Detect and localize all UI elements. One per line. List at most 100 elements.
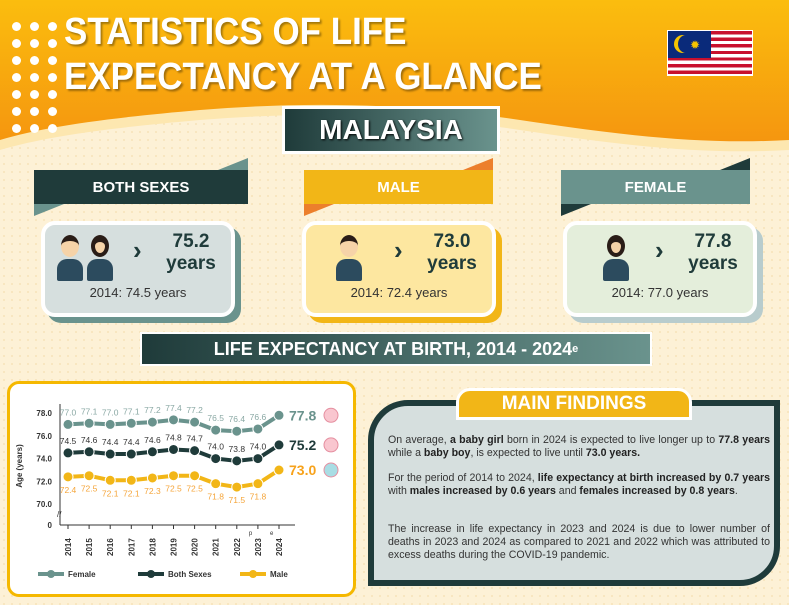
title-line-2: EXPECTANCY AT A GLANCE (64, 56, 542, 98)
finding-1: On average, a baby girl born in 2024 is … (388, 434, 770, 460)
chevron-right-icon: › (133, 235, 142, 265)
data-point (231, 455, 243, 467)
data-point (189, 416, 201, 428)
man-and-woman-icon (57, 235, 113, 281)
data-label: 76.5 (207, 413, 224, 423)
finding-text: . (734, 485, 738, 497)
finding-text: , is expected to live until (470, 447, 586, 459)
legend-label: Both Sexes (168, 570, 212, 579)
main-findings-panel: On average, a baby girl born in 2024 is … (368, 400, 780, 586)
y-tick-label: 76.0 (36, 432, 52, 441)
data-label: 77.4 (165, 403, 182, 413)
data-point (125, 474, 137, 486)
finding-text: 77.8 years (718, 434, 770, 446)
card-both-sexes: › 75.2 years 2014: 74.5 years (41, 221, 235, 317)
data-point (104, 418, 116, 430)
data-point (62, 447, 74, 459)
y-axis-label: Age (years) (15, 444, 24, 488)
data-point (273, 464, 285, 476)
country-label: MALAYSIA (282, 106, 500, 154)
finding-text: with (388, 485, 410, 497)
finding-text: life expectancy at birth increased by 0.… (537, 472, 770, 484)
data-point (125, 448, 137, 460)
data-point (62, 418, 74, 430)
ribbon-male: MALE (304, 158, 493, 216)
legend-label: Female (68, 570, 96, 579)
card-previous: 2014: 72.4 years (350, 285, 448, 300)
x-tick-label: 2015 (85, 538, 94, 556)
x-tick-label: 2017 (127, 538, 136, 556)
data-point (146, 446, 158, 458)
header-background (0, 0, 789, 152)
data-point (146, 472, 158, 484)
data-label: 74.4 (102, 437, 119, 447)
y-tick-label: 78.0 (36, 409, 52, 418)
data-label: 74.5 (60, 436, 77, 446)
data-label: 74.0 (250, 442, 267, 452)
data-point (273, 409, 285, 421)
data-label: 77.1 (81, 406, 98, 416)
data-point (252, 478, 264, 490)
data-label: 76.4 (229, 414, 246, 424)
data-label: 77.2 (144, 405, 161, 415)
data-point (83, 446, 95, 458)
finding-text: baby boy (423, 447, 471, 459)
finding-3: The increase in life expectancy in 2023 … (388, 523, 770, 562)
finding-text: and (555, 485, 580, 497)
x-tick-label: 2016 (106, 538, 115, 556)
chevron-right-icon: › (655, 235, 664, 265)
x-tick-mark: p (249, 531, 253, 537)
finding-text: For the period of 2014 to 2024, (388, 472, 538, 484)
data-label: 74.6 (144, 435, 161, 445)
data-point (104, 448, 116, 460)
data-label: 77.2 (186, 405, 203, 415)
data-point (62, 471, 74, 483)
baby-icon (323, 437, 339, 453)
woman-icon (603, 235, 629, 281)
data-label: 74.7 (186, 434, 203, 444)
page-title: STATISTICS OF LIFE EXPECTANCY AT A GLANCE (64, 10, 542, 100)
data-label: 71.8 (207, 492, 224, 502)
data-label: 77.0 (102, 407, 119, 417)
card-value: 73.0 years (427, 231, 477, 274)
finding-text: males increased by 0.6 years (409, 485, 556, 497)
card-previous: 2014: 74.5 years (89, 285, 187, 300)
data-point (104, 474, 116, 486)
data-label: 74.4 (123, 437, 140, 447)
data-point (273, 439, 285, 451)
data-label: 72.1 (123, 488, 140, 498)
data-point (83, 417, 95, 429)
legend-marker (249, 570, 257, 578)
data-label: 72.3 (144, 486, 161, 496)
finding-text: On average, (388, 434, 450, 446)
line-chart: // 78.0 76.0 74.0 72.0 70.0 0 Age (years) 2014 20… (15, 403, 339, 579)
data-label: 74.8 (165, 432, 182, 442)
data-label: 77.1 (123, 406, 140, 416)
data-label: 73.8 (229, 444, 246, 454)
x-tick-label: 2021 (212, 538, 221, 556)
data-point (125, 417, 137, 429)
data-label: 76.6 (250, 412, 267, 422)
y-tick-label: 70.0 (36, 500, 52, 509)
data-label: 77.0 (60, 407, 77, 417)
x-tick-label: 2020 (191, 538, 200, 556)
chart-panel: // 78.0 76.0 74.0 72.0 70.0 0 Age (years) 2014 20… (7, 381, 356, 597)
legend-marker (47, 570, 55, 578)
data-label: 74.6 (81, 435, 98, 445)
legend-label: Male (270, 570, 288, 579)
end-value-label: 73.0 (289, 462, 316, 478)
data-point (252, 453, 264, 465)
title-line-1: STATISTICS OF LIFE (64, 11, 407, 53)
main-findings-title: MAIN FINDINGS (456, 388, 692, 420)
chevron-right-icon: › (394, 235, 403, 265)
ribbon-both-sexes: BOTH SEXES (34, 158, 248, 216)
data-point (189, 445, 201, 457)
card-female: › 77.8 years 2014: 77.0 years (563, 221, 757, 317)
data-point (168, 414, 179, 426)
data-point (146, 416, 158, 428)
axis-break: // (57, 510, 62, 519)
data-label: 72.5 (186, 484, 203, 494)
finding-text: females increased by 0.8 years (579, 485, 735, 497)
data-label: 72.5 (165, 484, 182, 494)
data-point (231, 481, 243, 493)
